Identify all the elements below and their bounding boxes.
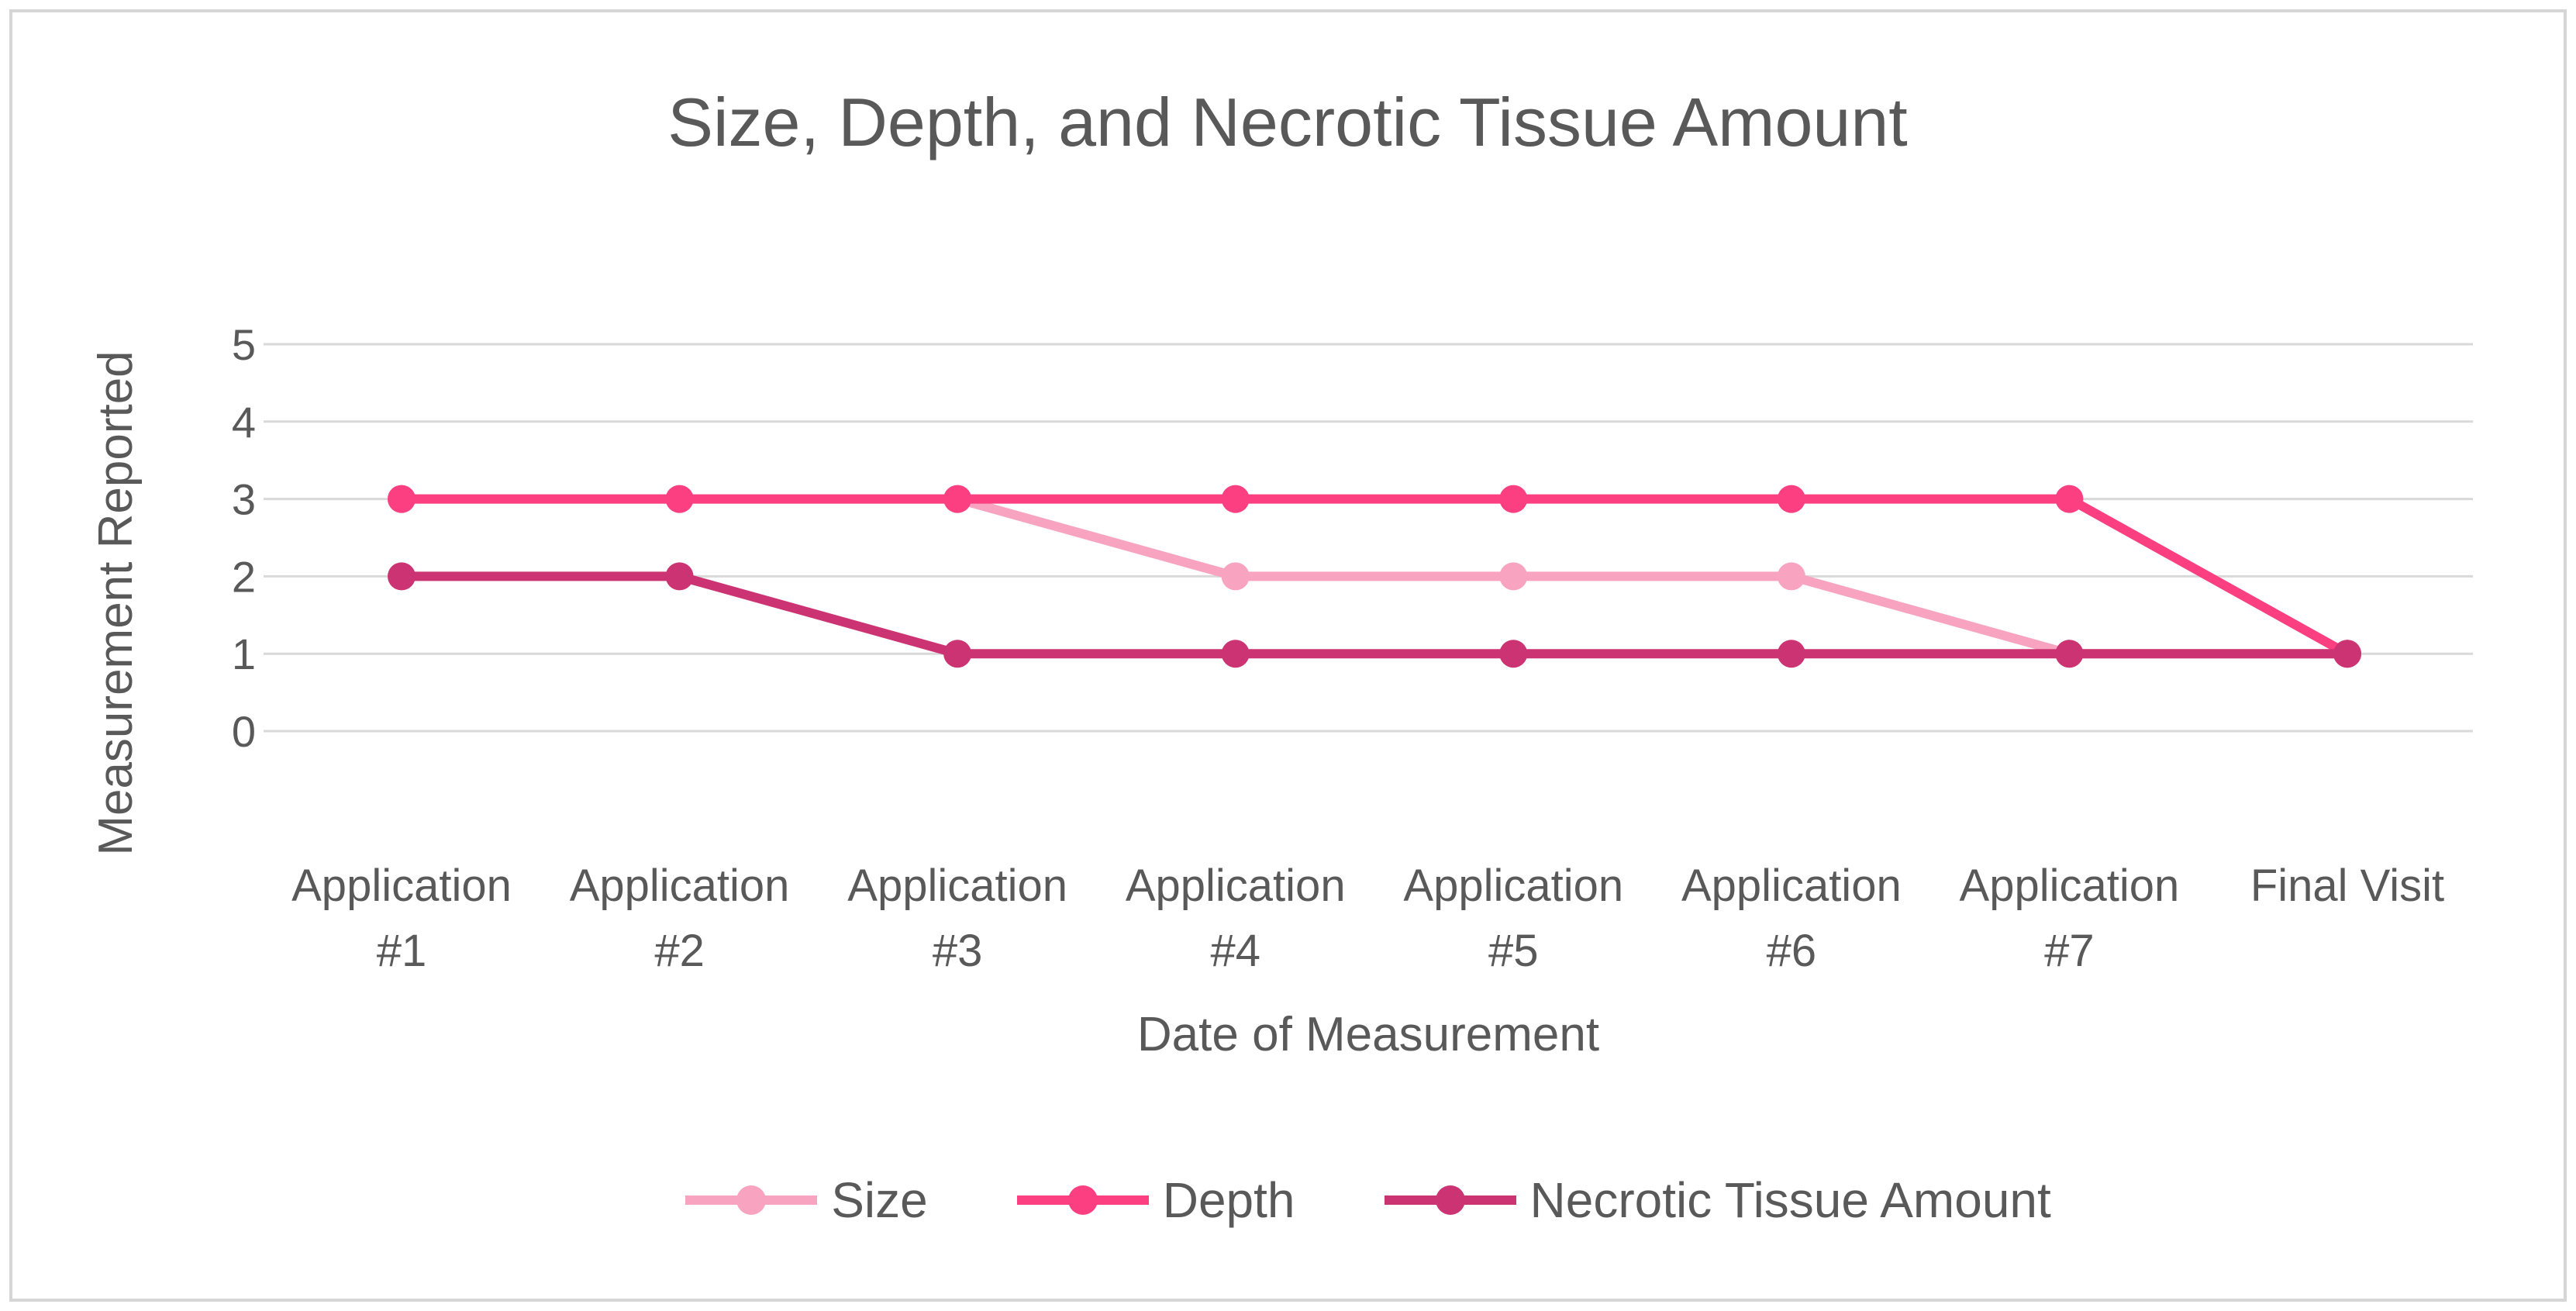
- legend-line-marker-icon: [685, 1185, 818, 1215]
- legend-item: Necrotic Tissue Amount: [1384, 1171, 2051, 1230]
- data-point-marker: [388, 485, 416, 513]
- data-point-marker: [2055, 640, 2084, 668]
- legend-item: Size: [685, 1171, 928, 1230]
- x-axis-title: Date of Measurement: [1137, 1008, 1599, 1061]
- x-category-label: Application #4: [1126, 861, 1346, 976]
- y-axis-title: Measurement Reported: [89, 350, 143, 855]
- data-point-marker: [1499, 640, 1528, 668]
- x-category-label: Application #6: [1681, 861, 1902, 976]
- x-category-label: Application #5: [1403, 861, 1623, 976]
- data-point-marker: [665, 562, 694, 591]
- data-point-marker: [1777, 640, 1805, 668]
- data-point-marker: [1221, 485, 1250, 513]
- legend-line-marker-icon: [1384, 1185, 1516, 1215]
- data-point-marker: [1221, 562, 1250, 591]
- data-point-marker: [2333, 640, 2361, 668]
- y-tick-label: 3: [232, 475, 256, 524]
- x-category-label: Application #7: [1960, 861, 2180, 976]
- data-point-marker: [943, 485, 972, 513]
- data-point-marker: [1499, 562, 1528, 591]
- y-tick-label: 0: [232, 707, 256, 756]
- data-point-marker: [1777, 562, 1805, 591]
- legend-label: Depth: [1162, 1172, 1295, 1228]
- x-category-label: Final Visit: [2250, 861, 2444, 911]
- y-tick-label: 4: [232, 398, 256, 447]
- data-point-marker: [388, 562, 416, 591]
- y-tick-label: 5: [232, 320, 256, 369]
- y-tick-label: 2: [232, 552, 256, 601]
- y-tick-labels-group: 0 1 2 3 4 5: [232, 320, 256, 756]
- x-category-label: Application #2: [570, 861, 790, 976]
- x-category-label: Application #1: [291, 861, 512, 976]
- data-point-marker: [1499, 485, 1528, 513]
- series-line: [402, 571, 2347, 659]
- data-point-marker: [2055, 485, 2084, 513]
- data-point-marker: [1221, 640, 1250, 668]
- data-point-marker: [943, 640, 972, 668]
- legend-line-marker-icon: [1016, 1185, 1149, 1215]
- series-line: [402, 494, 2350, 658]
- legend: Size Depth Necrotic Tissue Amount: [264, 1161, 2473, 1239]
- series-group: [388, 485, 2361, 668]
- data-point-marker: [1777, 485, 1805, 513]
- x-category-labels-group: Application #1 Application #2 Application #3 A…: [291, 861, 2444, 976]
- legend-item: Depth: [1016, 1171, 1295, 1230]
- legend-label: Size: [831, 1172, 928, 1228]
- x-category-label: Application #3: [847, 861, 1067, 976]
- data-point-marker: [665, 485, 694, 513]
- chart-title: Size, Depth, and Necrotic Tissue Amount: [667, 84, 1907, 160]
- y-tick-label: 1: [232, 630, 256, 678]
- legend-label: Necrotic Tissue Amount: [1529, 1172, 2051, 1228]
